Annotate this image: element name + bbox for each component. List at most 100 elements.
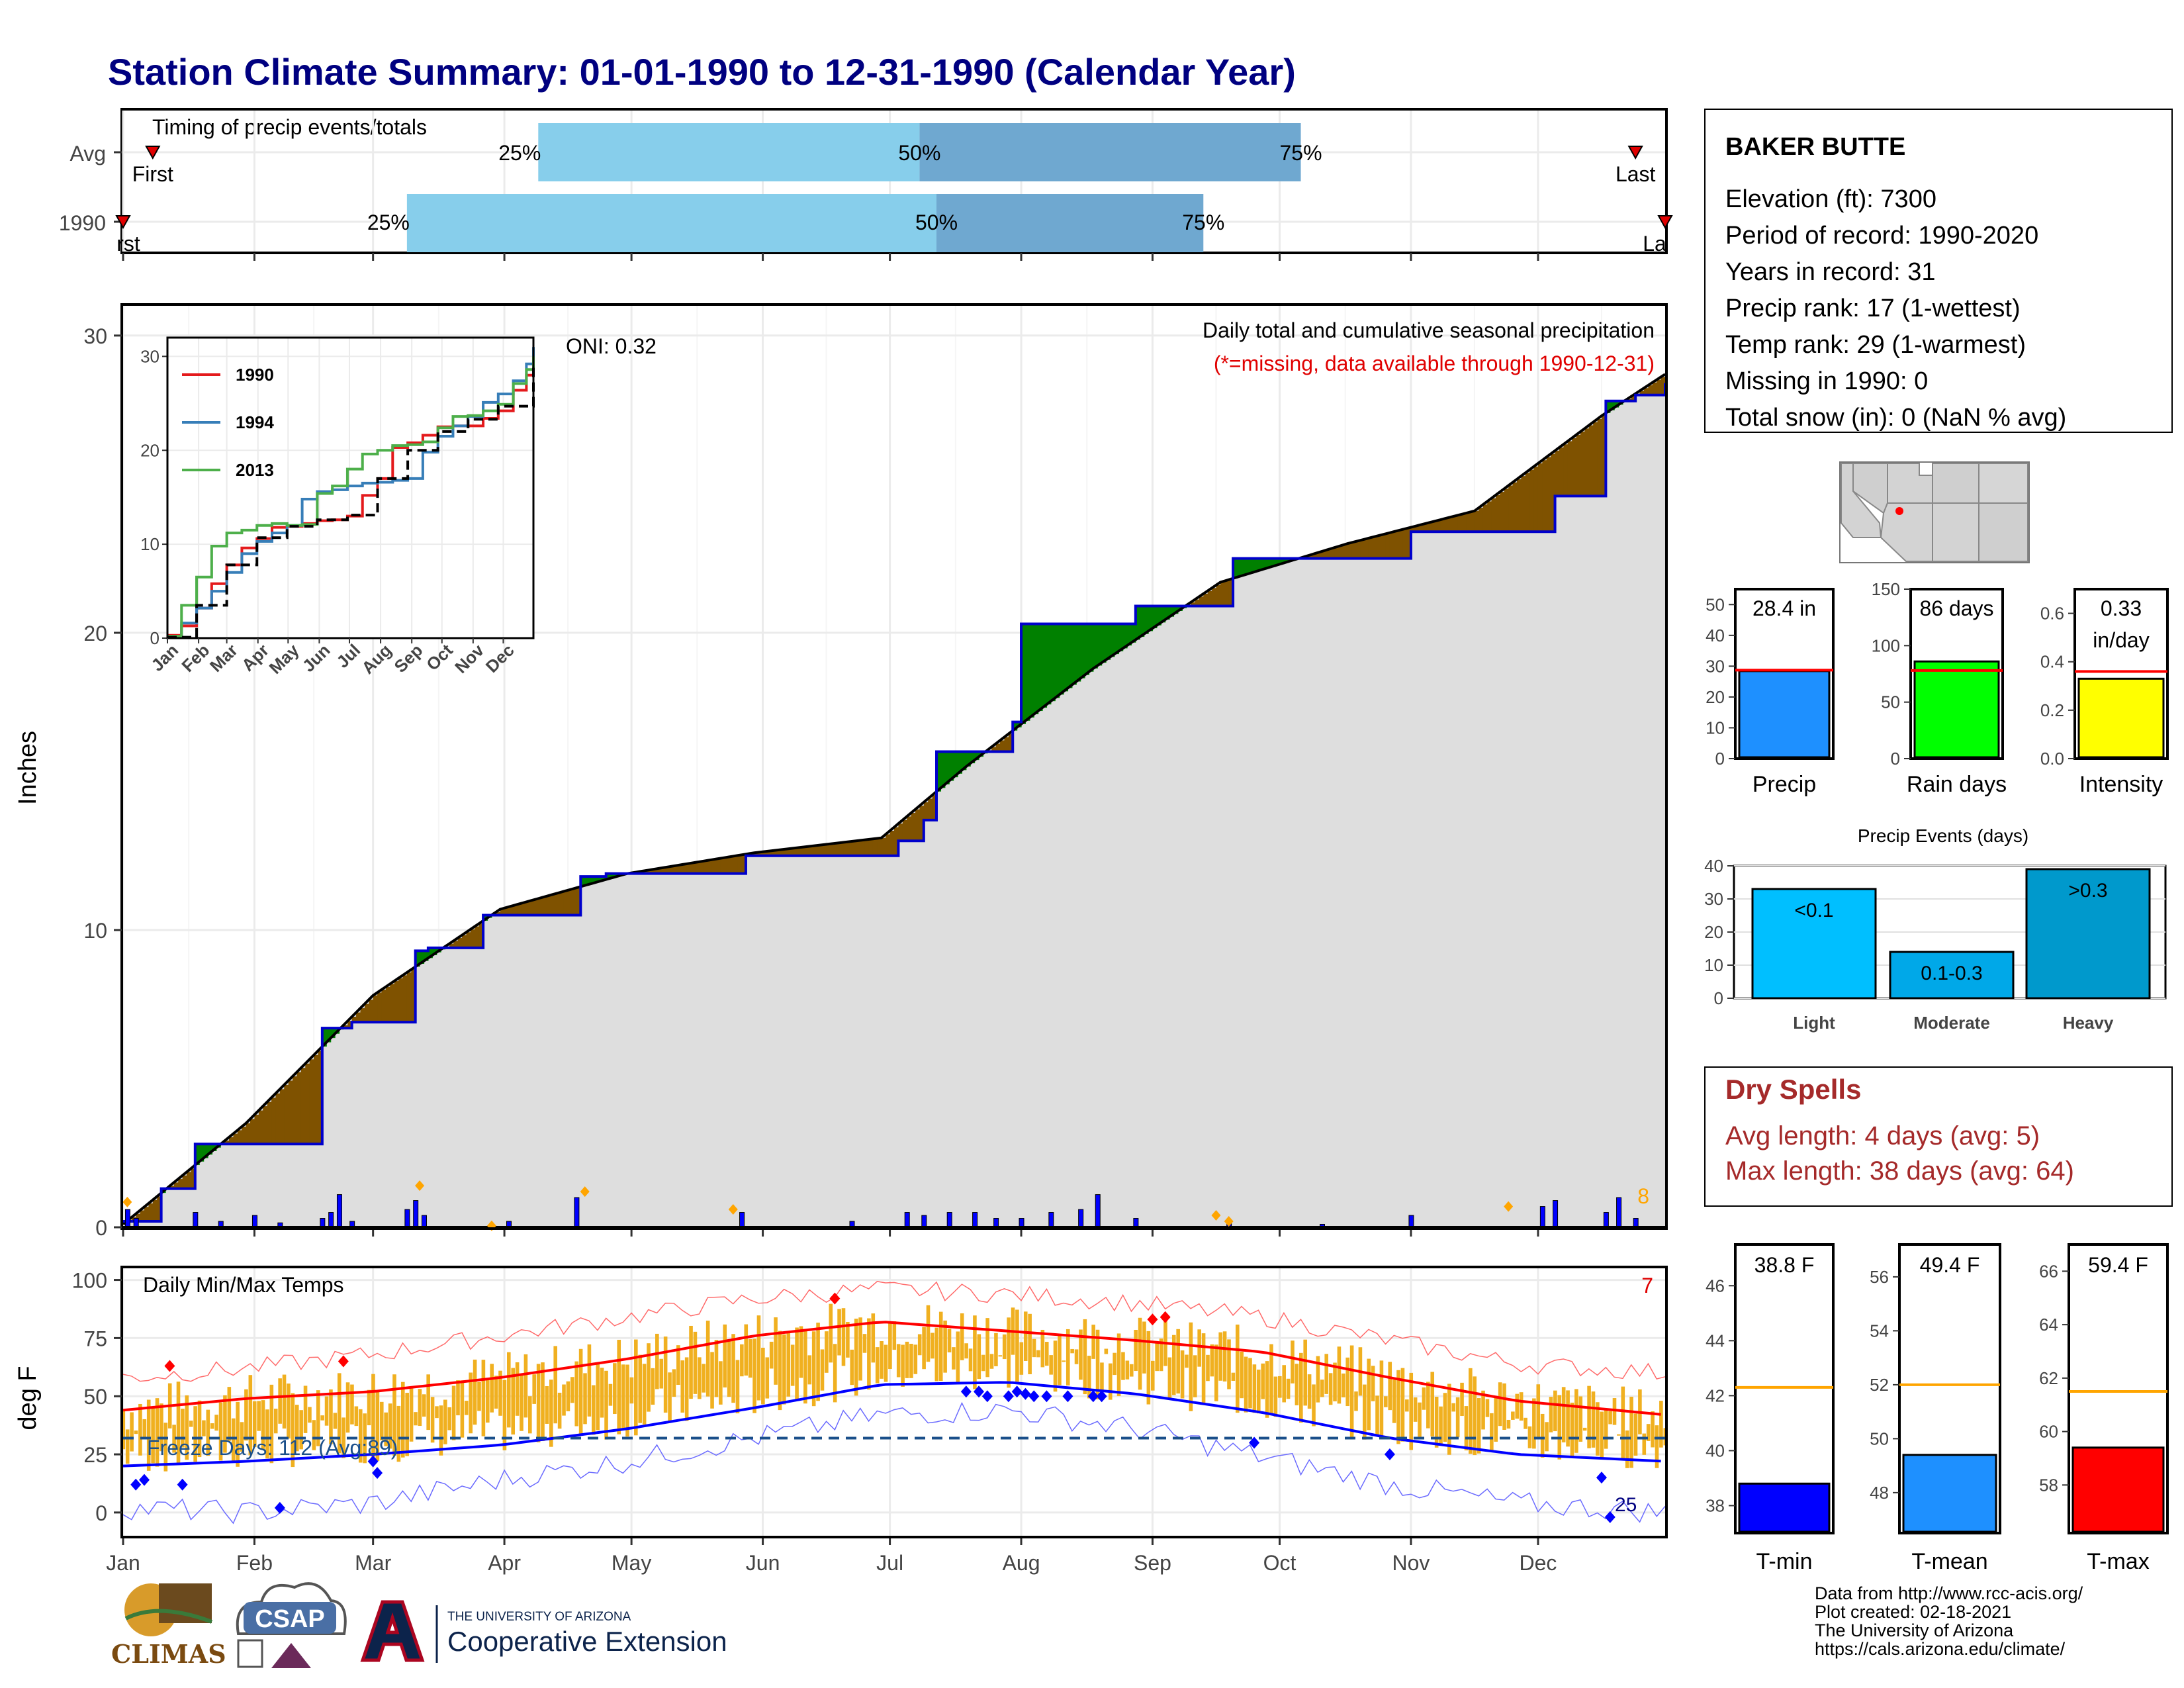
daily-temp-bar (223, 1395, 227, 1453)
events-bar-label: Light (1793, 1013, 1835, 1033)
daily-temp-bar (659, 1358, 664, 1389)
above-avg-fill (940, 751, 946, 788)
below-avg-fill (1652, 382, 1657, 395)
below-avg-fill (406, 972, 412, 1023)
below-avg-fill (872, 839, 878, 856)
daily-temp-bar (1028, 1313, 1032, 1375)
below-avg-fill (229, 1137, 234, 1145)
below-avg-fill (187, 1172, 192, 1189)
daily-temp-bar (1540, 1413, 1545, 1458)
daily-temp-bar (680, 1360, 685, 1413)
above-avg-fill (208, 1144, 213, 1155)
daily-temp-bar (1282, 1365, 1287, 1403)
freeze-days: Freeze Days: 112 (Avg:89) (147, 1436, 398, 1460)
below-avg-fill (657, 868, 662, 874)
temp-bar-ytick-label: 42 (1706, 1385, 1725, 1405)
below-avg-fill (572, 889, 577, 915)
summary-ytick-label: 0.0 (2040, 749, 2064, 769)
below-avg-fill (157, 1196, 162, 1222)
below-avg-fill (242, 1127, 247, 1145)
daily-temp-bar (689, 1325, 693, 1399)
timing-p50-label: 50% (898, 141, 940, 165)
below-avg-fill (682, 865, 687, 874)
daily-temp-bar (1206, 1354, 1210, 1382)
last-event-label: La (1643, 232, 1666, 256)
daily-temp-bar (790, 1344, 795, 1386)
daily-temp-bar (375, 1391, 380, 1461)
below-avg-fill (1216, 585, 1221, 606)
summary-ytick-label: 0 (1715, 749, 1725, 769)
above-avg-fill (1161, 606, 1166, 623)
daily-temp-bar (1269, 1344, 1273, 1416)
dry-max-length: Max length: 38 days (avg: 64) (1725, 1156, 2074, 1186)
below-avg-fill (716, 859, 721, 874)
precip-ytick-label: 10 (83, 919, 107, 943)
below-avg-fill (1461, 514, 1467, 532)
below-avg-fill (1525, 473, 1530, 532)
daily-temp-bar (1134, 1329, 1138, 1372)
timing-p50-label: 50% (915, 211, 958, 234)
below-avg-fill (1195, 599, 1200, 606)
below-avg-fill (860, 840, 865, 856)
summary-ytick-label: 40 (1706, 626, 1725, 645)
inset-bg (167, 338, 533, 638)
below-avg-fill (521, 903, 526, 915)
daily-temp-bar (1633, 1413, 1638, 1456)
daily-temp-bar (931, 1333, 934, 1359)
above-avg-fill (1042, 624, 1048, 708)
above-avg-fill (1089, 624, 1094, 672)
daily-temp-bar (400, 1382, 405, 1458)
daily-temp-bar (705, 1321, 710, 1397)
below-avg-fill (995, 743, 1001, 752)
below-avg-fill (457, 937, 463, 948)
below-avg-fill (729, 857, 734, 874)
below-avg-fill (1588, 425, 1594, 496)
above-avg-fill (1140, 606, 1145, 637)
daily-temp-bar (744, 1324, 749, 1376)
daily-temp-bar (1439, 1406, 1443, 1446)
daily-precip-bar (904, 1212, 910, 1228)
daily-temp-bar (1248, 1358, 1252, 1409)
cumulative-precip-line (123, 383, 1666, 1223)
below-avg-fill (1355, 541, 1361, 559)
below-avg-fill (1309, 555, 1314, 559)
daily-temp-bar (252, 1401, 257, 1448)
below-avg-fill (1584, 428, 1590, 496)
daily-temp-bar (1557, 1395, 1562, 1460)
above-avg-fill (1076, 624, 1081, 682)
daily-temp-bar (329, 1389, 333, 1444)
summary-ytick-label: 50 (1706, 594, 1725, 614)
daily-temp-bar (1201, 1333, 1206, 1404)
events-bar-inner-label: 0.1-0.3 (1921, 962, 1982, 984)
daily-temp-bar (998, 1355, 1003, 1357)
below-avg-fill (1203, 593, 1208, 606)
events-ytick-label: 30 (1704, 889, 1723, 909)
below-avg-fill (699, 861, 704, 874)
daily-temp-bar (841, 1308, 846, 1366)
below-avg-fill (1347, 543, 1352, 559)
above-avg-fill (1606, 400, 1611, 413)
temp-bar-ytick-label: 44 (1706, 1331, 1725, 1350)
above-avg-fill (330, 1028, 336, 1039)
below-avg-fill (508, 906, 514, 915)
daily-temp-bar (1244, 1356, 1248, 1413)
temperature-panel: 0 25 50 75 100 deg F Daily Min/Max Temps 7 F… (14, 1266, 1668, 1575)
map-state-ok (1978, 463, 2028, 504)
daily-temp-bar (1392, 1380, 1396, 1423)
daily-temp-bar (1193, 1355, 1197, 1397)
daily-temp-bar (176, 1382, 181, 1465)
below-avg-fill (369, 1000, 374, 1023)
daily-temp-bar (693, 1331, 698, 1394)
daily-temp-bar (172, 1425, 176, 1453)
daily-temp-bar (520, 1374, 523, 1431)
below-avg-fill (1533, 466, 1539, 532)
daily-temp-bar (257, 1401, 261, 1431)
below-avg-fill (780, 849, 785, 856)
daily-temp-bar (324, 1396, 329, 1426)
daily-temp-bar (676, 1345, 680, 1385)
missing-data-marker (580, 1186, 590, 1197)
station-detail-line: Elevation (ft): 7300 (1725, 185, 1936, 213)
daily-temp-bar (1328, 1373, 1333, 1405)
daily-precip-bar (421, 1215, 427, 1228)
below-avg-fill (385, 986, 390, 1023)
